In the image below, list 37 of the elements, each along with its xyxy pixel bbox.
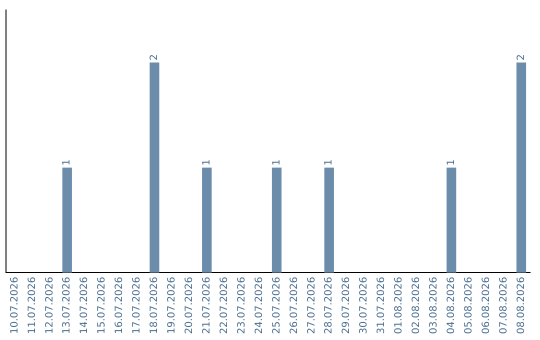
x-tick-label: 03.08.2026 <box>428 276 440 334</box>
x-tick-label: 05.08.2026 <box>463 276 474 334</box>
x-tick-label: 28.07.2026 <box>324 276 335 334</box>
data-label: 2 <box>516 54 527 61</box>
data-label: 1 <box>324 159 335 166</box>
data-label: 1 <box>62 159 73 166</box>
x-tick-label: 22.07.2026 <box>218 276 230 334</box>
x-tick-label: 18.07.2026 <box>149 276 160 334</box>
x-tick-label: 17.07.2026 <box>132 276 143 334</box>
x-tick-label: 04.08.2026 <box>446 276 457 334</box>
x-tick-label: 30.07.2026 <box>358 276 370 334</box>
data-label: 1 <box>271 159 282 166</box>
x-tick-label: 19.07.2026 <box>166 276 178 334</box>
x-tick-label: 07.08.2026 <box>498 276 510 334</box>
x-tick-label: 31.07.2026 <box>376 276 388 334</box>
x-tick-label: 02.08.2026 <box>411 276 422 334</box>
data-label: 1 <box>201 159 212 166</box>
x-tick-label: 11.07.2026 <box>26 276 38 334</box>
data-label: 2 <box>149 54 160 61</box>
data-label: 1 <box>446 159 457 166</box>
x-tick-label: 29.07.2026 <box>341 276 352 334</box>
x-tick-label: 14.07.2026 <box>79 276 90 334</box>
x-tick-label: 15.07.2026 <box>96 276 108 334</box>
x-tick-label: 16.07.2026 <box>114 276 126 334</box>
x-tick-label: 06.08.2026 <box>480 276 492 334</box>
x-tick-label: 12.07.2026 <box>44 276 56 334</box>
x-tick-label: 26.07.2026 <box>288 276 300 334</box>
x-tick-label: 10.07.2026 <box>9 276 20 334</box>
x-tick-label: 23.07.2026 <box>236 276 248 334</box>
x-tick-label: 27.07.2026 <box>306 276 318 334</box>
x-tick-label: 25.07.2026 <box>271 276 282 334</box>
x-tick-label: 24.07.2026 <box>254 276 265 334</box>
x-tick-label: 13.07.2026 <box>62 276 73 334</box>
x-tick-label: 20.07.2026 <box>184 276 195 334</box>
x-tick-label: 21.07.2026 <box>201 276 212 334</box>
x-tick-label: 08.08.2026 <box>516 276 527 334</box>
x-tick-label: 01.08.2026 <box>394 276 405 334</box>
